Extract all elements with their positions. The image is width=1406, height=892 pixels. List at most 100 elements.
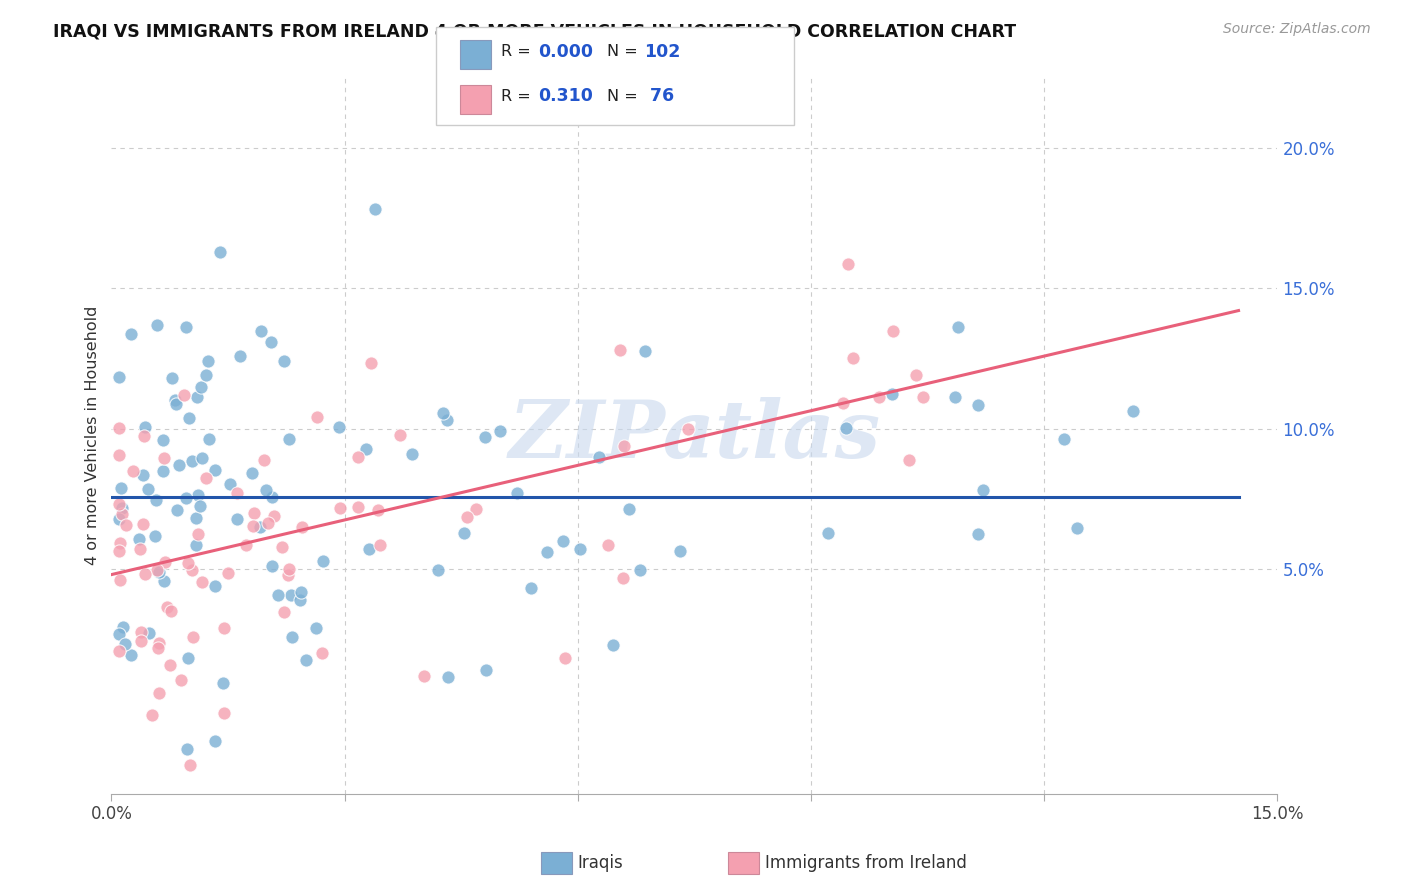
- Point: [367, 503, 389, 517]
- Point: [312, 554, 335, 568]
- Point: [134, 566, 156, 581]
- Point: [108, 573, 131, 587]
- Point: [132, 429, 155, 443]
- Point: [191, 450, 214, 465]
- Text: 102: 102: [644, 43, 681, 61]
- Point: [328, 420, 350, 434]
- Point: [176, 741, 198, 756]
- Point: [229, 350, 252, 364]
- Point: [165, 392, 187, 407]
- Point: [250, 325, 273, 339]
- Point: [1066, 521, 1088, 535]
- Point: [167, 458, 190, 473]
- Point: [436, 413, 458, 427]
- Text: Source: ZipAtlas.com: Source: ZipAtlas.com: [1223, 22, 1371, 37]
- Point: [148, 686, 170, 700]
- Point: [226, 511, 249, 525]
- Point: [453, 526, 475, 541]
- Point: [569, 541, 592, 556]
- Point: [177, 557, 200, 571]
- Point: [249, 520, 271, 534]
- Point: [208, 244, 231, 259]
- Point: [240, 467, 263, 481]
- Point: [191, 574, 214, 589]
- Point: [360, 356, 382, 370]
- Point: [456, 510, 478, 524]
- Point: [122, 464, 145, 478]
- Point: [108, 512, 131, 526]
- Point: [617, 501, 640, 516]
- Point: [166, 502, 188, 516]
- Point: [110, 481, 132, 495]
- Text: ZIPatlas: ZIPatlas: [509, 397, 880, 475]
- Point: [204, 734, 226, 748]
- Point: [259, 334, 281, 349]
- Text: 0.310: 0.310: [538, 87, 593, 105]
- Point: [898, 453, 921, 467]
- Point: [280, 630, 302, 644]
- Point: [277, 567, 299, 582]
- Point: [219, 477, 242, 491]
- Point: [153, 574, 176, 588]
- Point: [602, 638, 624, 652]
- Point: [347, 500, 370, 514]
- Point: [243, 506, 266, 520]
- Point: [153, 556, 176, 570]
- Point: [214, 621, 236, 635]
- Point: [613, 440, 636, 454]
- Text: Immigrants from Ireland: Immigrants from Ireland: [765, 855, 967, 872]
- Point: [190, 380, 212, 394]
- Point: [108, 448, 131, 462]
- Point: [669, 544, 692, 558]
- Point: [273, 606, 295, 620]
- Point: [120, 326, 142, 341]
- Point: [143, 529, 166, 543]
- Point: [235, 538, 257, 552]
- Point: [153, 450, 176, 465]
- Point: [835, 420, 858, 434]
- Point: [179, 757, 201, 772]
- Point: [177, 651, 200, 665]
- Point: [413, 668, 436, 682]
- Point: [131, 516, 153, 531]
- Point: [628, 563, 651, 577]
- Point: [290, 585, 312, 599]
- Point: [305, 621, 328, 635]
- Point: [160, 604, 183, 618]
- Point: [254, 483, 277, 497]
- Y-axis label: 4 or more Vehicles in Household: 4 or more Vehicles in Household: [86, 306, 100, 566]
- Point: [506, 486, 529, 500]
- Point: [432, 406, 454, 420]
- Point: [108, 626, 131, 640]
- Point: [184, 510, 207, 524]
- Point: [114, 637, 136, 651]
- Point: [108, 644, 131, 658]
- Text: Iraqis: Iraqis: [578, 855, 624, 872]
- Point: [294, 653, 316, 667]
- Point: [305, 410, 328, 425]
- Point: [226, 486, 249, 500]
- Text: IRAQI VS IMMIGRANTS FROM IRELAND 4 OR MORE VEHICLES IN HOUSEHOLD CORRELATION CHA: IRAQI VS IMMIGRANTS FROM IRELAND 4 OR MO…: [53, 22, 1017, 40]
- Text: N =: N =: [607, 45, 638, 59]
- Point: [1122, 404, 1144, 418]
- Point: [186, 390, 208, 404]
- Point: [868, 390, 890, 404]
- Point: [111, 507, 134, 521]
- Point: [311, 646, 333, 660]
- Point: [136, 482, 159, 496]
- Point: [174, 319, 197, 334]
- Text: 0.000: 0.000: [538, 43, 593, 61]
- Point: [972, 483, 994, 497]
- Point: [489, 424, 512, 438]
- Point: [278, 562, 301, 576]
- Point: [536, 544, 558, 558]
- Point: [842, 351, 865, 366]
- Point: [187, 527, 209, 541]
- Point: [152, 464, 174, 478]
- Point: [817, 526, 839, 541]
- Point: [290, 593, 312, 607]
- Point: [173, 388, 195, 402]
- Point: [162, 370, 184, 384]
- Point: [253, 453, 276, 467]
- Point: [263, 508, 285, 523]
